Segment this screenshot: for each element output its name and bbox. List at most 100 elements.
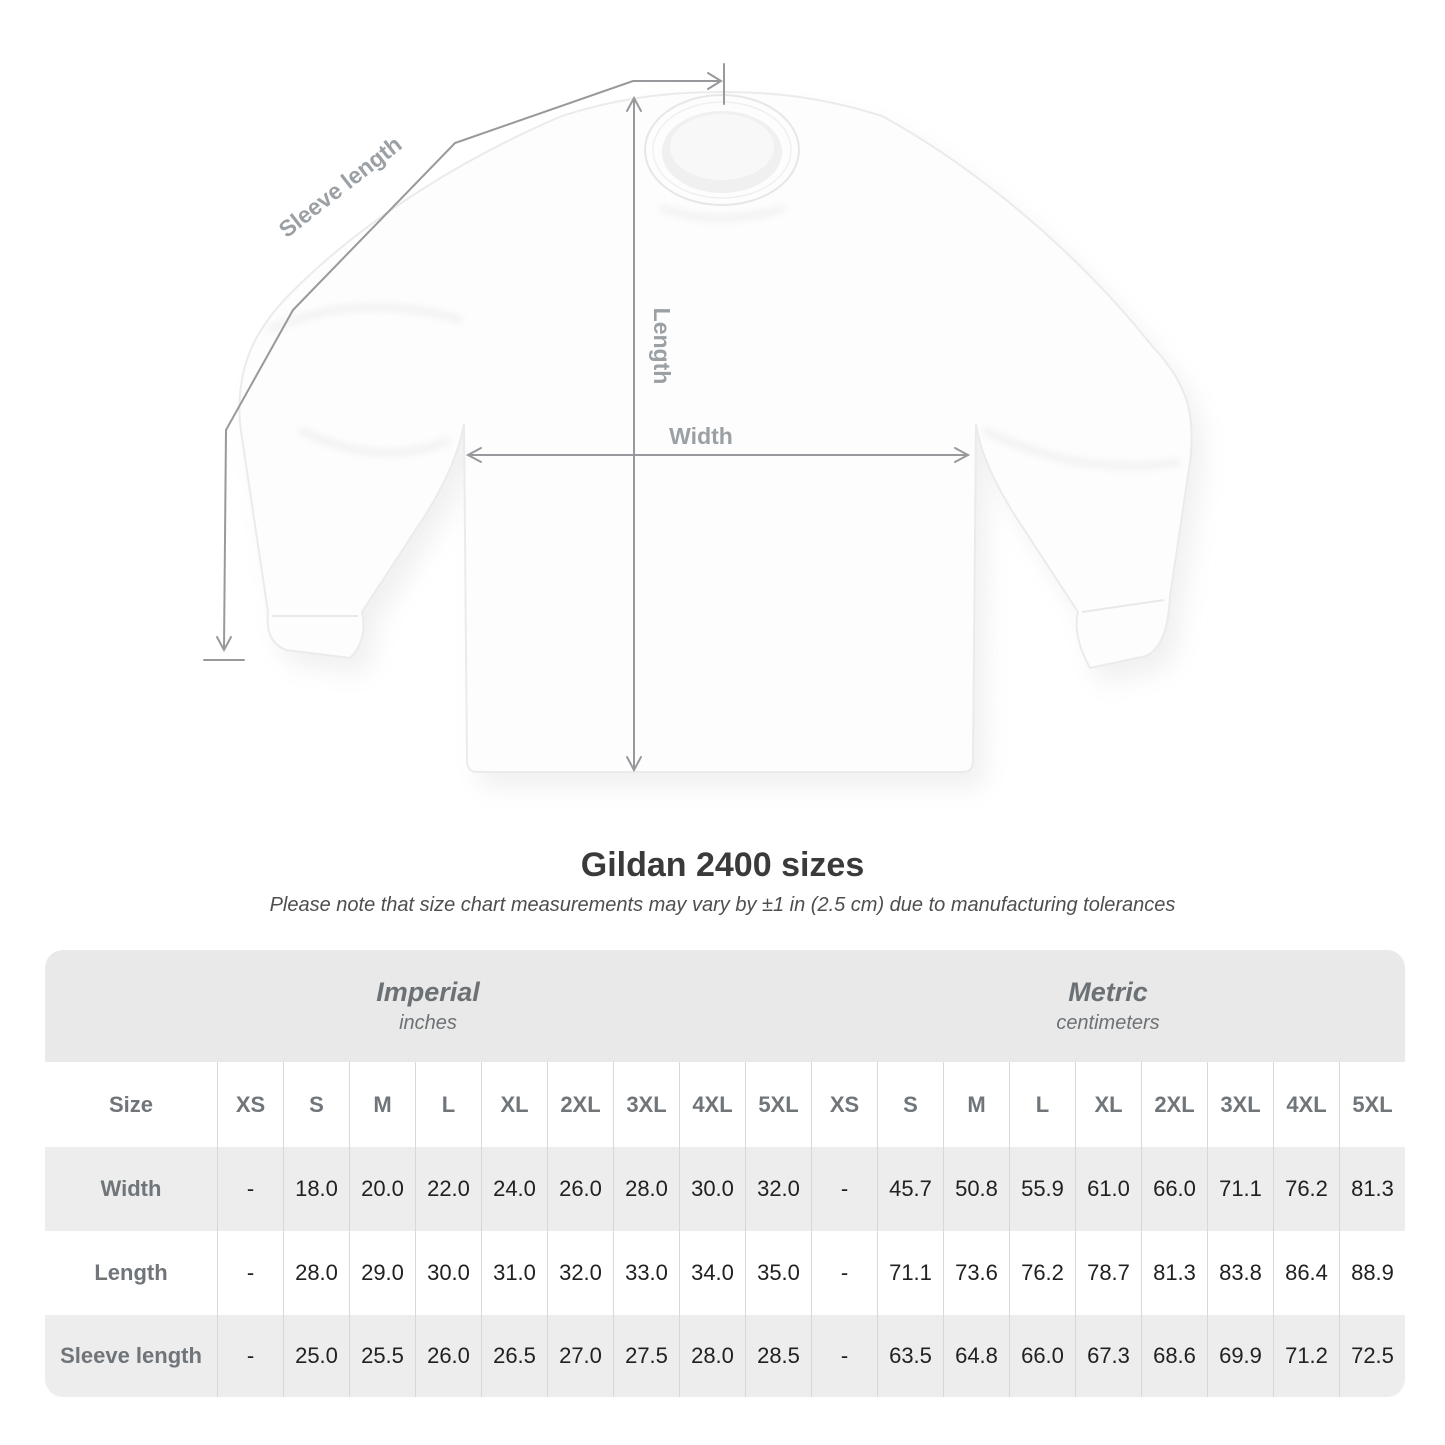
table-cell: 81.3 — [1141, 1231, 1207, 1315]
table-cell: 83.8 — [1207, 1231, 1273, 1315]
length-label: Length — [649, 308, 675, 385]
table-cell: 73.6 — [943, 1231, 1009, 1315]
unit-band: Imperial inches Metric centimeters — [45, 950, 1405, 1062]
size-header-cell: XS — [811, 1062, 877, 1147]
size-header-cell: 3XL — [1207, 1062, 1273, 1147]
table-cell: 88.9 — [1339, 1231, 1405, 1315]
table-cell: 71.2 — [1273, 1315, 1339, 1397]
table-cell: 76.2 — [1009, 1231, 1075, 1315]
table-row: Sleeve length -25.0 25.5 26.0 26.5 27.0 27.5 28… — [45, 1315, 1405, 1397]
table-cell: - — [811, 1315, 877, 1397]
size-header-cell: M — [349, 1062, 415, 1147]
table-cell: 71.1 — [877, 1231, 943, 1315]
table-cell: 24.0 — [481, 1147, 547, 1231]
table-cell: 35.0 — [745, 1231, 811, 1315]
cuff-seams — [272, 599, 1165, 617]
size-header-cell: 2XL — [547, 1062, 613, 1147]
shirt-folds — [267, 205, 1181, 469]
size-header-cell: L — [1009, 1062, 1075, 1147]
imperial-unit-group: Imperial inches — [45, 950, 811, 1062]
table-cell: 30.0 — [679, 1147, 745, 1231]
table-cell: 26.5 — [481, 1315, 547, 1397]
table-cell: 55.9 — [1009, 1147, 1075, 1231]
table-cell: 22.0 — [415, 1147, 481, 1231]
size-header-cell: XL — [1075, 1062, 1141, 1147]
size-table-body: Width -18.0 20.0 22.0 24.0 26.0 28.0 30.0 32.0-4… — [45, 1147, 1405, 1397]
size-header-cell: 5XL — [745, 1062, 811, 1147]
table-cell: 63.5 — [877, 1315, 943, 1397]
width-label: Width — [669, 423, 733, 449]
table-cell: 18.0 — [283, 1147, 349, 1231]
size-table: Imperial inches Metric centimeters Size X… — [45, 950, 1405, 1397]
table-cell: 32.0 — [547, 1231, 613, 1315]
table-cell: 61.0 — [1075, 1147, 1141, 1231]
table-cell: 34.0 — [679, 1231, 745, 1315]
table-cell: - — [811, 1147, 877, 1231]
table-cell: 20.0 — [349, 1147, 415, 1231]
measurement-lines — [203, 63, 971, 773]
table-cell: - — [217, 1315, 283, 1397]
table-cell: 86.4 — [1273, 1231, 1339, 1315]
table-cell: 69.9 — [1207, 1315, 1273, 1397]
metric-unit-group: Metric centimeters — [811, 950, 1405, 1062]
table-cell: 71.1 — [1207, 1147, 1273, 1231]
table-cell: 31.0 — [481, 1231, 547, 1315]
table-cell: 26.0 — [547, 1147, 613, 1231]
size-header-cell: 4XL — [679, 1062, 745, 1147]
table-cell: 27.0 — [547, 1315, 613, 1397]
table-cell: 33.0 — [613, 1231, 679, 1315]
table-cell: 25.0 — [283, 1315, 349, 1397]
table-cell: 26.0 — [415, 1315, 481, 1397]
table-cell: 66.0 — [1009, 1315, 1075, 1397]
row-label: Sleeve length — [60, 1343, 202, 1368]
size-column-header: Size — [108, 1091, 154, 1117]
table-cell: 28.0 — [283, 1231, 349, 1315]
table-cell: 72.5 — [1339, 1315, 1405, 1397]
length-line — [626, 95, 642, 773]
table-cell: 50.8 — [943, 1147, 1009, 1231]
table-cell: 27.5 — [613, 1315, 679, 1397]
table-cell: 67.3 — [1075, 1315, 1141, 1397]
width-line — [465, 447, 971, 463]
shirt-collar — [644, 94, 800, 206]
row-label: Width — [100, 1176, 162, 1201]
size-header-cell: 5XL — [1339, 1062, 1405, 1147]
table-cell: 32.0 — [745, 1147, 811, 1231]
table-cell: - — [811, 1231, 877, 1315]
sleeve-length-line — [203, 63, 725, 661]
size-header-cell: S — [877, 1062, 943, 1147]
table-cell: 28.5 — [745, 1315, 811, 1397]
size-header-cell: 4XL — [1273, 1062, 1339, 1147]
table-cell: 25.5 — [349, 1315, 415, 1397]
page-title: Gildan 2400 sizes — [580, 846, 865, 884]
table-cell: 45.7 — [877, 1147, 943, 1231]
imperial-sublabel: inches — [399, 1012, 457, 1034]
size-header-row: Size XS S M L XL 2XL 3XL 4XL 5XL XS S M L XL 2XL 3XL 4XL 5… — [45, 1062, 1405, 1147]
size-header-cell: 2XL — [1141, 1062, 1207, 1147]
table-cell: 76.2 — [1273, 1147, 1339, 1231]
table-cell: - — [217, 1147, 283, 1231]
table-cell: - — [217, 1231, 283, 1315]
size-header-cell: 3XL — [613, 1062, 679, 1147]
metric-label: Metric — [1068, 977, 1148, 1007]
table-cell: 81.3 — [1339, 1147, 1405, 1231]
table-cell: 29.0 — [349, 1231, 415, 1315]
size-header-cell: S — [283, 1062, 349, 1147]
size-header-cell: L — [415, 1062, 481, 1147]
table-cell: 30.0 — [415, 1231, 481, 1315]
table-cell: 64.8 — [943, 1315, 1009, 1397]
row-label: Length — [94, 1260, 168, 1285]
table-row: Width -18.0 20.0 22.0 24.0 26.0 28.0 30.0 32.0-4… — [45, 1147, 1405, 1231]
table-cell: 28.0 — [679, 1315, 745, 1397]
table-row: Length -28.0 29.0 30.0 31.0 32.0 33.0 34.0 35.0-… — [45, 1231, 1405, 1315]
table-cell: 28.0 — [613, 1147, 679, 1231]
shirt-diagram: Sleeve length Length Width — [203, 63, 1204, 788]
shirt-diagram-svg: Sleeve length Length Width — [203, 63, 1204, 788]
size-header-cell: M — [943, 1062, 1009, 1147]
tolerance-note: Please note that size chart measurements… — [269, 894, 1176, 916]
table-cell: 68.6 — [1141, 1315, 1207, 1397]
table-cell: 78.7 — [1075, 1231, 1141, 1315]
metric-sublabel: centimeters — [1056, 1012, 1160, 1034]
table-cell: 66.0 — [1141, 1147, 1207, 1231]
